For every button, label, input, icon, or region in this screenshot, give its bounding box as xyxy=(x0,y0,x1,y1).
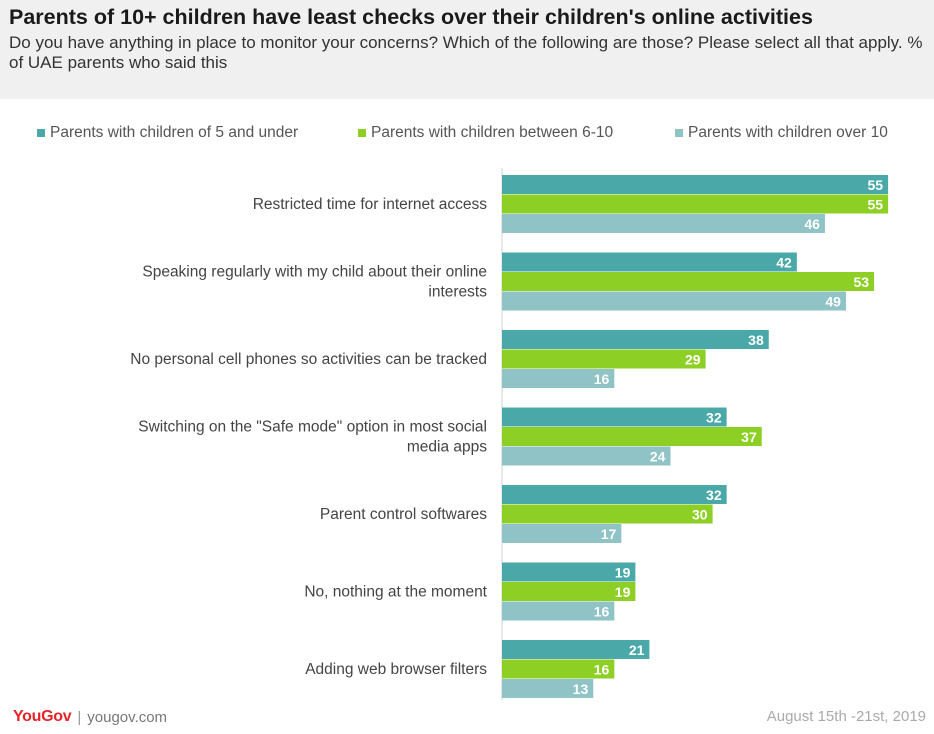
bar-3 xyxy=(502,214,825,233)
survey-date: August 15th -21st, 2019 xyxy=(766,708,926,725)
category-label: Adding web browser filters xyxy=(305,661,487,678)
legend-swatch-under-5 xyxy=(37,129,45,137)
bar-value-label: 13 xyxy=(573,681,589,697)
bar-value-label: 30 xyxy=(692,507,708,523)
bar-value-label: 17 xyxy=(601,526,617,542)
bar-value-label: 37 xyxy=(741,429,757,445)
legend-swatch-over-10 xyxy=(675,129,683,137)
bar-value-label: 55 xyxy=(868,177,884,193)
bar-value-label: 29 xyxy=(685,352,701,368)
bar-2 xyxy=(502,582,636,601)
legend-label-6-10: Parents with children between 6-10 xyxy=(371,124,614,141)
bar-2 xyxy=(502,427,762,446)
bar-3 xyxy=(502,446,671,466)
bar-value-label: 38 xyxy=(748,332,764,348)
category-label: Switching on the "Safe mode" option in m… xyxy=(138,419,487,436)
legend-item-6-10: Parents with children between 6-10 xyxy=(358,123,613,143)
bar-1 xyxy=(502,485,727,504)
bar-value-label: 32 xyxy=(706,410,722,426)
category-label: Speaking regularly with my child about t… xyxy=(142,264,487,281)
header-banner: Parents of 10+ children have least check… xyxy=(0,0,934,99)
category-label: Restricted time for internet access xyxy=(253,196,488,213)
bar-1 xyxy=(502,562,636,582)
bar-2 xyxy=(502,659,615,679)
bar-value-label: 16 xyxy=(594,662,610,678)
bar-value-label: 16 xyxy=(594,371,610,387)
bar-value-label: 21 xyxy=(629,642,645,658)
legend: Parents with children of 5 and under Par… xyxy=(0,123,934,143)
bar-3 xyxy=(502,369,615,388)
bar-2 xyxy=(502,349,706,369)
bar-3 xyxy=(502,524,622,543)
bar-chart: Restricted time for internet access 55 55 4… xyxy=(130,168,889,700)
bar-value-label: 24 xyxy=(650,449,666,465)
bar-2 xyxy=(502,272,875,291)
category-label: media apps xyxy=(407,439,487,456)
legend-label-over-10: Parents with children over 10 xyxy=(688,124,888,141)
bar-1 xyxy=(502,175,889,194)
bar-value-label: 19 xyxy=(615,584,631,600)
bar-value-label: 16 xyxy=(594,604,610,620)
bar-2 xyxy=(502,504,713,524)
bar-3 xyxy=(502,601,615,621)
legend-item-under-5: Parents with children of 5 and under xyxy=(37,123,298,143)
chart-subtitle: Do you have anything in place to monitor… xyxy=(9,33,923,72)
category-label: No, nothing at the moment xyxy=(304,584,487,601)
category-label: Parent control softwares xyxy=(320,506,487,523)
legend-swatch-6-10 xyxy=(358,129,366,137)
bar-3 xyxy=(502,679,594,698)
bar-2 xyxy=(502,194,889,214)
category-label: interests xyxy=(428,284,487,301)
legend-item-over-10: Parents with children over 10 xyxy=(675,123,888,143)
chart-title: Parents of 10+ children have least check… xyxy=(9,5,813,29)
yougov-logo: YouGov xyxy=(13,708,72,725)
bar-value-label: 55 xyxy=(868,197,884,213)
bar-value-label: 53 xyxy=(853,274,869,290)
footer-separator: | xyxy=(77,708,82,726)
category-label: No personal cell phones so activities ca… xyxy=(130,351,487,368)
legend-label-under-5: Parents with children of 5 and under xyxy=(50,124,299,141)
bar-value-label: 49 xyxy=(825,294,841,310)
bar-1 xyxy=(502,252,797,272)
bar-value-label: 42 xyxy=(776,255,792,271)
bar-1 xyxy=(502,640,650,659)
bar-value-label: 32 xyxy=(706,487,722,503)
bar-value-label: 46 xyxy=(804,216,820,232)
bar-1 xyxy=(502,407,727,427)
footer-brand: YouGov | yougov.com xyxy=(13,706,167,728)
bar-3 xyxy=(502,291,846,311)
footer-url[interactable]: yougov.com xyxy=(87,708,168,726)
bar-value-label: 19 xyxy=(615,565,631,581)
bar-1 xyxy=(502,330,769,349)
